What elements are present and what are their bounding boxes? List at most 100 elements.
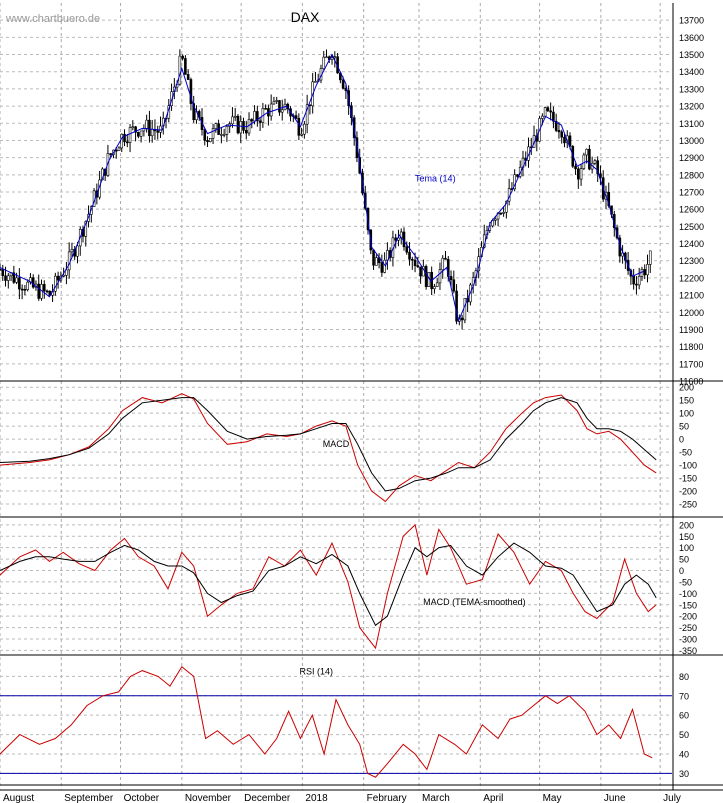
candle-body — [516, 174, 519, 177]
candle-body — [84, 221, 88, 237]
candle-body — [120, 133, 124, 149]
candle-body — [541, 115, 544, 119]
month-label: May — [543, 793, 562, 803]
candle-body — [386, 250, 389, 261]
candle-body — [134, 126, 137, 133]
candle-body — [125, 141, 129, 144]
candle-body — [189, 79, 193, 104]
y-tick-label: 150 — [679, 396, 694, 406]
month-label: October — [124, 793, 160, 803]
y-tick-label: 13700 — [679, 16, 704, 26]
y-tick-label: 12600 — [679, 205, 704, 215]
candle-body — [502, 211, 505, 214]
y-tick-label: 11900 — [679, 325, 703, 335]
y-tick-label: 0 — [679, 435, 684, 445]
y-tick-label: -300 — [679, 635, 697, 645]
y-tick-label: 13600 — [679, 33, 704, 43]
candle-body — [413, 259, 417, 266]
candle-body — [646, 264, 649, 276]
candle-body — [256, 111, 259, 122]
candle-body — [305, 104, 309, 125]
candle-body — [563, 136, 566, 144]
candle-body — [419, 266, 422, 277]
series-line — [0, 542, 657, 627]
candle-body — [206, 140, 209, 143]
candle-body — [441, 257, 445, 271]
y-tick-label: 50 — [679, 730, 689, 740]
candle-body — [402, 231, 406, 248]
y-tick-label: -250 — [679, 623, 697, 633]
candle-body — [582, 154, 586, 169]
y-tick-label: 13200 — [679, 102, 704, 112]
y-tick-label: 50 — [679, 555, 689, 565]
candle-body — [593, 160, 597, 164]
y-tick-label: 11800 — [679, 342, 703, 352]
y-tick-label: 12700 — [679, 188, 704, 198]
candle-body — [341, 79, 345, 89]
candle-body — [568, 135, 572, 147]
panel-label: MACD (TEMA-smoothed) — [423, 597, 526, 607]
y-tick-label: 13500 — [679, 50, 704, 60]
candle-body — [264, 108, 267, 110]
candle-body — [314, 81, 317, 83]
candle-body — [139, 130, 143, 137]
candle-body — [0, 269, 2, 271]
candle-body — [303, 123, 306, 135]
y-tick-label: -150 — [679, 474, 697, 484]
series-line — [0, 53, 645, 323]
series-line — [0, 397, 657, 492]
candle-body — [424, 266, 428, 287]
y-tick-label: 30 — [679, 769, 689, 779]
y-tick-label: -50 — [679, 577, 692, 587]
month-label: June — [604, 793, 626, 803]
candle-body — [62, 275, 65, 277]
axis-layer: August September October November December 20… — [3, 16, 704, 803]
series-line — [0, 523, 657, 650]
candle-body — [322, 56, 326, 69]
candle-body — [181, 55, 184, 59]
panel-label: Tema (14) — [415, 174, 456, 184]
candle-body — [505, 200, 508, 213]
candle-body — [114, 149, 118, 152]
candle-body — [330, 57, 334, 60]
candle-body — [45, 290, 49, 293]
month-label: September — [64, 793, 114, 803]
candle-body — [23, 289, 27, 291]
candle-body — [596, 160, 599, 175]
month-label: December — [244, 793, 291, 803]
candle-body — [145, 119, 148, 129]
y-tick-label: 13300 — [679, 84, 704, 94]
candle-body — [280, 109, 284, 113]
candle-body — [20, 288, 24, 291]
y-tick-label: -50 — [679, 448, 692, 458]
y-tick-label: -200 — [679, 487, 697, 497]
candle-body — [231, 116, 234, 125]
y-tick-label: 12000 — [679, 308, 704, 318]
candle-body — [220, 134, 223, 136]
candle-body — [560, 131, 564, 138]
candle-body — [557, 130, 561, 133]
candle-body — [236, 115, 240, 134]
candle-body — [76, 245, 79, 257]
candle-body — [156, 130, 160, 133]
candle-body — [225, 126, 229, 135]
candle-body — [635, 283, 638, 286]
candle-body — [632, 275, 635, 285]
candle-body — [67, 251, 71, 271]
y-tick-label: 70 — [679, 691, 689, 701]
candle-body — [159, 125, 162, 133]
y-tick-label: 12200 — [679, 273, 704, 283]
candle-body — [269, 103, 273, 117]
y-tick-label: -100 — [679, 589, 697, 599]
candle-body — [250, 119, 254, 122]
candle-body — [15, 277, 18, 283]
candle-body — [275, 100, 279, 102]
candle-body — [65, 269, 68, 276]
y-tick-label: 12100 — [679, 291, 704, 301]
candle-body — [12, 272, 16, 283]
candle-body — [394, 237, 397, 241]
y-tick-label: -200 — [679, 612, 697, 622]
candle-body — [513, 174, 516, 190]
candle-body — [372, 249, 375, 266]
